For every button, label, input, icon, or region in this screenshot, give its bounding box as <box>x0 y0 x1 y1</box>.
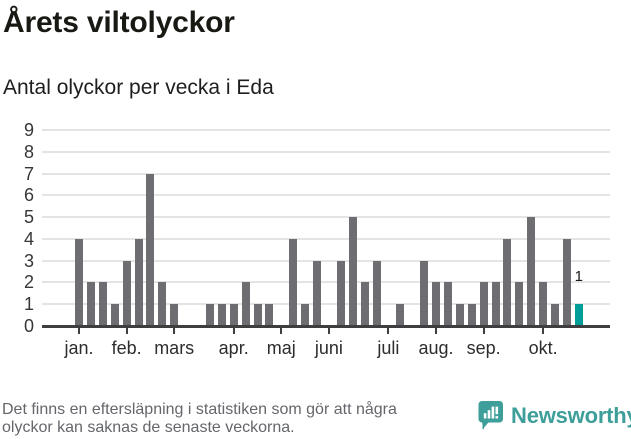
gridline-y4 <box>42 237 610 240</box>
chart-subtitle: Antal olyckor per vecka i Eda <box>3 76 274 99</box>
bar-week <box>491 282 500 326</box>
gridline-y9 <box>42 129 610 131</box>
gridline-y6 <box>42 194 610 197</box>
gridline-y1 <box>42 303 610 306</box>
y-axis-label-0: 0 <box>23 316 34 336</box>
bar-week <box>75 238 83 326</box>
y-axis-label-2: 2 <box>23 272 34 293</box>
x-axis-label-juli: juli <box>377 338 400 358</box>
x-axis-line <box>42 325 610 328</box>
bar-week <box>551 304 559 326</box>
y-axis-label-5: 5 <box>23 207 34 228</box>
x-tick-mars <box>173 327 176 334</box>
bar-week <box>205 304 214 326</box>
y-axis-label-4: 4 <box>23 228 34 249</box>
x-tick-okt <box>542 327 545 334</box>
bar-week <box>479 282 488 326</box>
bar-week <box>86 282 95 326</box>
x-axis-label-apr: apr. <box>218 338 249 358</box>
x-tick-feb <box>125 327 128 334</box>
page-title: Årets viltolyckor <box>3 6 235 39</box>
x-tick-jan <box>78 327 80 334</box>
bar-week <box>348 217 357 326</box>
footnote-line-1: Det finns en eftersläpning i statistiken… <box>2 401 397 418</box>
gridline-y8 <box>42 150 610 153</box>
bar-week <box>443 282 452 326</box>
bar-week <box>432 282 440 326</box>
footnote-line-2: olyckor kan saknas de senaste veckorna. <box>2 419 295 436</box>
gridline-y7 <box>42 172 610 175</box>
bar-week <box>372 260 381 326</box>
x-tick-aug <box>435 327 437 334</box>
y-axis-label-6: 6 <box>23 185 34 206</box>
x-axis-label-jan: jan. <box>64 338 94 358</box>
y-axis-label-9: 9 <box>23 120 34 140</box>
bar-week <box>217 304 226 326</box>
brand-logo: Newsworthy <box>477 400 631 432</box>
bar-week <box>360 282 369 326</box>
x-axis-label-juni: juni <box>314 338 343 358</box>
bar-week <box>110 304 119 326</box>
bar-week <box>562 238 571 326</box>
footnote: Det finns en eftersläpning i statistiken… <box>2 401 397 437</box>
bar-week <box>253 304 262 326</box>
bar-week <box>241 282 250 326</box>
bar-week <box>455 304 464 326</box>
x-axis-label-sep: sep. <box>466 338 501 358</box>
bar-week <box>313 260 321 326</box>
x-axis-label-maj: maj <box>266 338 296 358</box>
bar-week <box>396 304 405 326</box>
x-axis-label-feb: feb. <box>111 338 142 358</box>
bar-week <box>515 282 524 326</box>
bar-week <box>467 304 476 326</box>
x-tick-apr <box>232 327 235 334</box>
bar-week <box>420 260 429 326</box>
gridline-y2 <box>42 281 610 284</box>
y-axis-label-7: 7 <box>23 163 34 184</box>
bar-week <box>122 260 131 326</box>
gridline-y3 <box>42 259 610 262</box>
x-axis-label-aug: aug. <box>418 338 454 358</box>
x-tick-juli <box>387 327 390 334</box>
bar-week <box>98 282 107 326</box>
y-axis-label-1: 1 <box>23 294 34 315</box>
gridline-y5 <box>42 216 610 219</box>
bar-week <box>289 238 298 326</box>
bar-week <box>146 173 155 326</box>
x-axis-label-mars: mars <box>154 338 195 358</box>
bar-week <box>229 304 238 326</box>
last-value-label: 1 <box>574 268 583 286</box>
brand-name: Newsworthy <box>511 403 631 428</box>
bar-week <box>503 238 512 326</box>
y-axis-label-8: 8 <box>23 141 34 162</box>
x-tick-juni <box>327 327 330 334</box>
bar-week <box>336 260 345 326</box>
bar-week <box>301 304 310 326</box>
bar-week <box>134 238 143 326</box>
x-tick-maj <box>280 327 283 334</box>
y-axis-label-3: 3 <box>23 250 34 271</box>
bar-week <box>527 217 536 326</box>
bar-week <box>539 282 548 326</box>
bar-week <box>170 304 179 326</box>
newsworthy-logo-icon <box>478 401 503 431</box>
bar-current-week <box>574 304 583 326</box>
x-tick-sep <box>482 327 485 334</box>
bar-week <box>158 282 167 326</box>
bar-week <box>265 304 274 326</box>
x-axis-label-okt: okt. <box>528 338 558 358</box>
